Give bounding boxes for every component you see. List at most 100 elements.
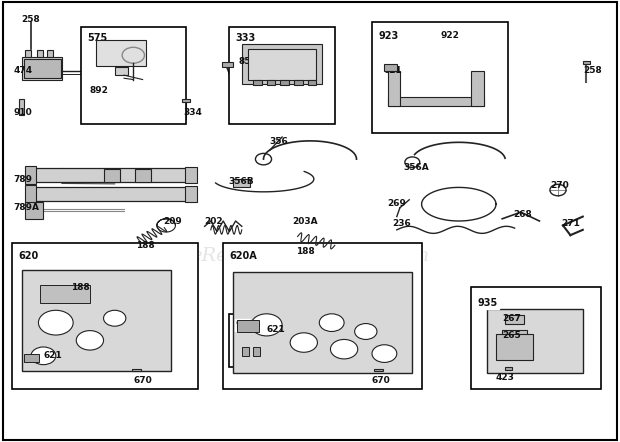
Bar — [25, 50, 31, 57]
Text: 98: 98 — [236, 320, 249, 331]
Text: 258: 258 — [583, 66, 601, 75]
Bar — [40, 285, 90, 303]
Bar — [388, 71, 400, 106]
Text: 356B: 356B — [228, 177, 254, 186]
Bar — [384, 64, 397, 71]
Bar — [22, 270, 170, 371]
Bar — [104, 169, 120, 182]
Bar — [471, 71, 484, 106]
Bar — [248, 49, 316, 80]
Bar — [471, 287, 601, 389]
Text: 620A: 620A — [229, 251, 257, 261]
Bar — [496, 334, 533, 360]
Text: 209: 209 — [163, 217, 182, 226]
Text: 621: 621 — [43, 351, 62, 360]
Bar — [115, 67, 128, 75]
Bar — [229, 314, 291, 367]
Text: 271: 271 — [561, 219, 580, 228]
Bar — [242, 44, 322, 84]
Text: 851: 851 — [239, 57, 257, 66]
Bar — [185, 167, 197, 183]
Bar — [19, 99, 24, 115]
Bar — [31, 168, 192, 182]
Text: 923: 923 — [378, 31, 399, 41]
Text: 423: 423 — [496, 373, 515, 382]
Bar — [487, 309, 583, 373]
Bar — [25, 185, 36, 203]
Bar — [25, 166, 36, 184]
Bar — [25, 202, 43, 219]
Circle shape — [290, 333, 317, 352]
Text: 910: 910 — [14, 108, 32, 117]
Bar — [132, 369, 141, 371]
Text: 575: 575 — [87, 33, 107, 43]
Bar — [505, 367, 512, 370]
Text: 268: 268 — [513, 210, 532, 219]
Circle shape — [355, 324, 377, 339]
Text: 356: 356 — [270, 137, 288, 146]
Text: 789: 789 — [14, 175, 33, 183]
Text: 474: 474 — [14, 66, 33, 75]
Text: 621: 621 — [383, 66, 402, 75]
Text: 922: 922 — [440, 31, 459, 40]
Text: 789A: 789A — [14, 203, 40, 212]
Bar — [24, 354, 39, 362]
Circle shape — [76, 331, 104, 350]
Bar — [502, 330, 527, 338]
Bar — [374, 369, 383, 371]
Text: 203A: 203A — [293, 217, 318, 226]
Text: 258: 258 — [22, 15, 40, 24]
Bar — [505, 315, 524, 324]
Text: 935: 935 — [477, 298, 498, 309]
Text: 202: 202 — [205, 217, 223, 226]
Text: eReplacementParts.com: eReplacementParts.com — [190, 248, 430, 265]
Text: 621: 621 — [267, 325, 285, 334]
Circle shape — [372, 345, 397, 362]
Bar — [24, 59, 61, 78]
Text: 333: 333 — [236, 33, 256, 43]
Bar — [31, 187, 192, 201]
Circle shape — [31, 347, 56, 365]
Bar — [583, 61, 590, 64]
Text: 265: 265 — [502, 332, 521, 340]
Bar — [223, 243, 422, 389]
Bar — [388, 97, 484, 106]
Circle shape — [251, 314, 282, 336]
Bar — [253, 80, 262, 85]
Bar — [22, 57, 62, 80]
Text: 670: 670 — [133, 376, 152, 385]
Text: 188: 188 — [71, 283, 90, 292]
Bar — [96, 40, 146, 66]
Bar — [308, 80, 316, 85]
Bar — [232, 272, 412, 373]
Bar — [81, 27, 186, 124]
Text: 620: 620 — [19, 251, 39, 261]
Bar — [237, 320, 259, 332]
Bar — [267, 80, 275, 85]
Text: 270: 270 — [551, 181, 569, 190]
Text: 334: 334 — [183, 108, 202, 117]
Circle shape — [104, 310, 126, 326]
Bar — [222, 62, 233, 67]
Bar — [185, 186, 197, 202]
Circle shape — [330, 339, 358, 359]
Circle shape — [319, 314, 344, 332]
Bar — [242, 347, 249, 356]
Bar — [253, 347, 260, 356]
Text: 670: 670 — [372, 376, 391, 385]
Text: 356A: 356A — [403, 164, 429, 172]
Bar — [37, 50, 43, 57]
Bar — [232, 179, 250, 187]
Text: 188: 188 — [136, 241, 155, 250]
Bar — [294, 80, 303, 85]
Bar — [182, 99, 190, 102]
Bar — [372, 22, 508, 133]
Bar — [280, 80, 289, 85]
Circle shape — [38, 310, 73, 335]
Bar — [229, 27, 335, 124]
Text: 188: 188 — [296, 248, 315, 256]
Text: 236: 236 — [392, 219, 410, 228]
Text: 892: 892 — [90, 86, 108, 95]
Text: 267: 267 — [502, 314, 521, 323]
Bar — [12, 243, 198, 389]
